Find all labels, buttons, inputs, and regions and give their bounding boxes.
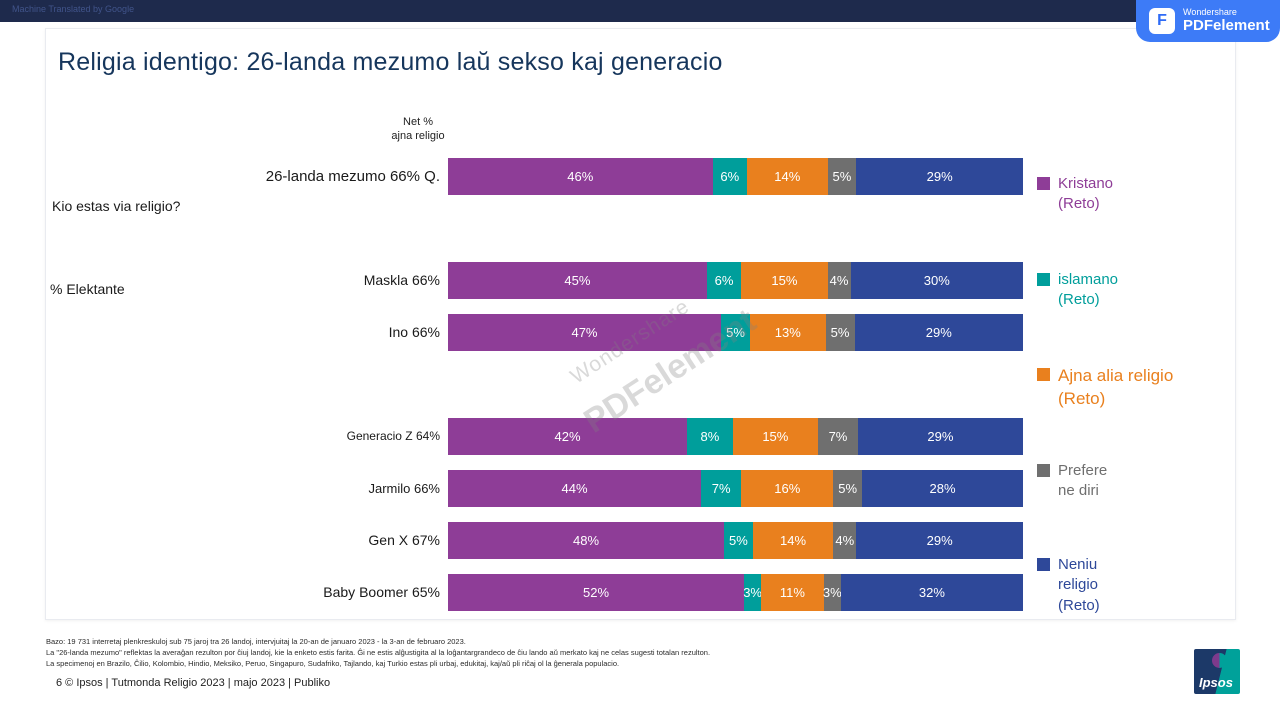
net-header-line1: Net % xyxy=(403,116,433,128)
bar-segment: 16% xyxy=(741,470,834,507)
pdfelement-icon: F xyxy=(1149,8,1175,34)
legend-label: Neniu religio (Reto) xyxy=(1058,556,1100,614)
chart-row: 26-landa mezumo 66% Q. 46% 6% 14% 5% 29% xyxy=(0,158,1280,195)
net-header-line2: ajna religio xyxy=(391,130,445,142)
legend-item: Ajna alia religio (Reto) xyxy=(1037,365,1208,411)
bar-segment: 52% xyxy=(448,574,745,611)
pdfelement-badge[interactable]: F Wondershare PDFelement xyxy=(1136,0,1280,42)
row-label: Ino 66% xyxy=(388,324,440,340)
legend-swatch-icon xyxy=(1037,558,1050,571)
bar-segment: 5% xyxy=(833,470,862,507)
bar-segment: 48% xyxy=(448,522,724,559)
bar-segment: 29% xyxy=(854,314,1024,351)
legend-swatch-icon xyxy=(1037,177,1050,190)
bar-segment: 44% xyxy=(448,470,701,507)
row-label: Baby Boomer 65% xyxy=(323,584,440,600)
bar-segment: 6% xyxy=(706,262,742,299)
footnote-line: La specimenoj en Brazilo, Ĉilio, Kolombi… xyxy=(46,659,620,668)
stacked-bar: 52% 3% 11% 3% 32% xyxy=(448,574,1023,611)
page-footer: 6 © Ipsos | Tutmonda Religio 2023 | majo… xyxy=(56,677,331,689)
percent-selecting-label: % Elektante xyxy=(50,281,125,297)
bar-segment: 3% xyxy=(823,574,842,611)
ipsos-logo: Ipsos xyxy=(1194,649,1240,694)
bar-segment: 42% xyxy=(448,418,688,455)
footnotes: Bazo: 19 731 interretaj plenkreskuloj su… xyxy=(46,636,1046,669)
legend-label: Prefere ne diri xyxy=(1058,462,1108,500)
bar-segment: 5% xyxy=(720,314,751,351)
question-label: Kio estas via religio? xyxy=(52,198,181,214)
bar-segment: 5% xyxy=(827,158,857,195)
bar-segment: 15% xyxy=(732,418,819,455)
bar-segment: 13% xyxy=(750,314,826,351)
bar-segment: 29% xyxy=(856,522,1023,559)
bar-segment: 46% xyxy=(448,158,713,195)
ipsos-logo-label: Ipsos xyxy=(1199,675,1233,690)
badge-brand-label: Wondershare xyxy=(1183,7,1237,18)
bar-segment: 8% xyxy=(687,418,733,455)
row-label: Maskla 66% xyxy=(363,272,440,288)
bar-segment: 29% xyxy=(857,418,1023,455)
bar-segment: 15% xyxy=(741,262,828,299)
chart-row: Generacio Z 64% 42% 8% 15% 7% 29% xyxy=(0,418,1280,455)
bar-segment: 11% xyxy=(761,574,824,611)
bar-segment: 14% xyxy=(752,522,834,559)
legend-item: islamano (Reto) xyxy=(1037,270,1118,311)
chart-row: Maskla 66% 45% 6% 15% 4% 30% xyxy=(0,262,1280,299)
legend-label: Ajna alia religio (Reto) xyxy=(1058,366,1174,408)
stacked-bar: 45% 6% 15% 4% 30% xyxy=(448,262,1023,299)
bar-segment: 28% xyxy=(862,470,1023,507)
bar-segment: 5% xyxy=(724,522,753,559)
page-title: Religia identigo: 26-landa mezumo laŭ se… xyxy=(58,48,723,76)
row-label: 26-landa mezumo 66% Q. xyxy=(265,168,440,185)
bar-segment: 14% xyxy=(747,158,828,195)
bar-segment: 32% xyxy=(840,574,1023,611)
bar-segment: 5% xyxy=(825,314,855,351)
stacked-bar: 47% 5% 13% 5% 29% xyxy=(448,314,1024,351)
chart-row: Baby Boomer 65% 52% 3% 11% 3% 32% xyxy=(0,574,1280,611)
bar-segment: 29% xyxy=(856,158,1023,195)
badge-product-label: PDFelement xyxy=(1183,16,1270,34)
machine-translated-bar: Machine Translated by Google xyxy=(0,0,1280,22)
row-label: Generacio Z 64% xyxy=(346,429,440,443)
bar-segment: 47% xyxy=(448,314,721,351)
pdfelement-badge-text: Wondershare PDFelement xyxy=(1183,7,1270,34)
chart-row: Ino 66% 47% 5% 13% 5% 29% xyxy=(0,314,1280,351)
legend-swatch-icon xyxy=(1037,368,1050,381)
row-label: Jarmilo 66% xyxy=(368,481,440,496)
bar-segment: 45% xyxy=(448,262,707,299)
legend-item: Neniu religio (Reto) xyxy=(1037,555,1100,616)
bar-segment: 4% xyxy=(827,262,851,299)
bar-segment: 7% xyxy=(701,470,742,507)
legend-swatch-icon xyxy=(1037,464,1050,477)
footnote-line: Bazo: 19 731 interretaj plenkreskuloj su… xyxy=(46,637,466,646)
machine-translated-label: Machine Translated by Google xyxy=(12,4,135,14)
net-percent-header: Net % ajna religio xyxy=(338,115,498,143)
footnote-line: La "26-landa mezumo" reflektas la averaĝ… xyxy=(46,648,711,657)
bar-segment: 30% xyxy=(850,262,1023,299)
chart-row: Jarmilo 66% 44% 7% 16% 5% 28% xyxy=(0,470,1280,507)
legend-label: Kristano (Reto) xyxy=(1058,175,1114,213)
legend-swatch-icon xyxy=(1037,273,1050,286)
bar-segment: 4% xyxy=(833,522,857,559)
bar-segment: 3% xyxy=(743,574,762,611)
chart-row: Gen X 67% 48% 5% 14% 4% 29% xyxy=(0,522,1280,559)
legend-item: Prefere ne diri xyxy=(1037,461,1107,502)
row-label: Gen X 67% xyxy=(368,532,440,548)
legend-item: Kristano (Reto) xyxy=(1037,174,1113,215)
bar-segment: 7% xyxy=(818,418,858,455)
stacked-bar: 48% 5% 14% 4% 29% xyxy=(448,522,1023,559)
ipsos-logo-head-icon xyxy=(1212,653,1227,668)
stacked-bar: 42% 8% 15% 7% 29% xyxy=(448,418,1023,455)
stacked-bar: 44% 7% 16% 5% 28% xyxy=(448,470,1023,507)
bar-segment: 6% xyxy=(712,158,747,195)
stacked-bar: 46% 6% 14% 5% 29% xyxy=(448,158,1023,195)
legend-label: islamano (Reto) xyxy=(1058,271,1119,309)
